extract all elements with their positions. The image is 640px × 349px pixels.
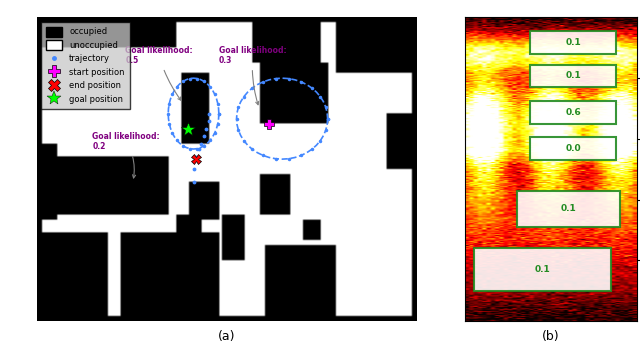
Bar	[474, 248, 611, 291]
Bar	[531, 65, 616, 87]
Bar	[516, 191, 620, 227]
Bar	[531, 138, 616, 160]
Text: 0.0: 0.0	[566, 144, 581, 153]
Text: Goal likelihood:
0.3: Goal likelihood: 0.3	[219, 46, 287, 105]
Bar	[531, 31, 616, 54]
Bar	[531, 101, 616, 124]
Text: Goal likelihood:
0.5: Goal likelihood: 0.5	[125, 46, 193, 100]
Text: Goal likelihood:
0.2: Goal likelihood: 0.2	[92, 132, 160, 178]
Text: 0.1: 0.1	[560, 204, 576, 213]
Text: 0.1: 0.1	[565, 72, 581, 80]
Text: 0.1: 0.1	[565, 38, 581, 47]
Text: (b): (b)	[542, 330, 560, 343]
Text: 0.1: 0.1	[534, 265, 550, 274]
Text: 0.6: 0.6	[565, 108, 581, 117]
Text: (a): (a)	[218, 330, 235, 343]
Legend: occupied, unoccupied, trajectory, start position, end position, goal position: occupied, unoccupied, trajectory, start …	[41, 22, 130, 109]
